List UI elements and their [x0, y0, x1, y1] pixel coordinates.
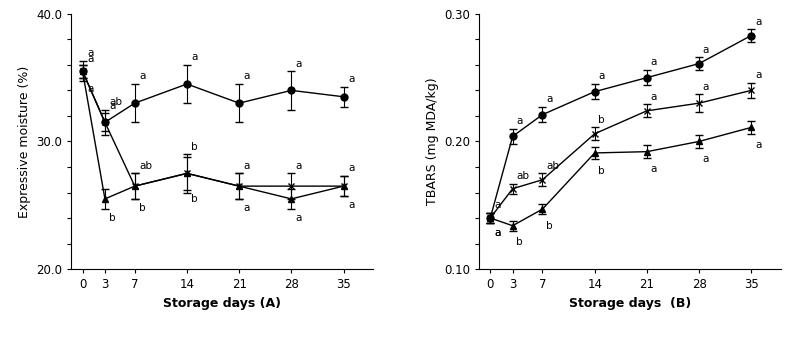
Text: a: a: [296, 59, 302, 69]
Y-axis label: TBARS (mg MDA/kg): TBARS (mg MDA/kg): [426, 78, 439, 205]
Text: a: a: [348, 74, 354, 84]
Text: a: a: [703, 154, 709, 164]
Text: a: a: [140, 71, 146, 81]
Text: a: a: [703, 82, 709, 92]
Text: a: a: [348, 164, 354, 173]
Text: a: a: [546, 95, 553, 105]
Text: a: a: [296, 213, 302, 223]
Text: a: a: [703, 45, 709, 55]
Text: a: a: [650, 165, 657, 175]
Text: b: b: [516, 237, 523, 247]
Text: a: a: [494, 228, 500, 238]
Text: a: a: [755, 70, 761, 80]
Text: a: a: [243, 203, 250, 213]
Text: b: b: [140, 203, 146, 213]
Text: b: b: [191, 194, 198, 204]
Text: a: a: [516, 116, 523, 126]
Text: a: a: [87, 84, 94, 94]
Text: a: a: [650, 57, 657, 67]
Text: a: a: [755, 140, 761, 150]
Text: ab: ab: [516, 171, 530, 181]
Text: a: a: [243, 161, 250, 171]
Text: a: a: [191, 52, 197, 62]
Text: a: a: [494, 228, 500, 238]
Text: a: a: [494, 200, 500, 210]
Text: ab: ab: [546, 161, 559, 171]
Text: b: b: [546, 220, 553, 230]
Text: a: a: [599, 71, 605, 81]
Text: b: b: [599, 166, 605, 176]
Text: b: b: [109, 213, 116, 223]
X-axis label: Storage days  (B): Storage days (B): [569, 297, 691, 310]
Text: a: a: [243, 71, 250, 81]
Text: a: a: [87, 53, 94, 63]
Text: ab: ab: [109, 97, 122, 107]
Text: a: a: [296, 161, 302, 171]
Text: a: a: [650, 92, 657, 102]
Text: a: a: [109, 101, 116, 111]
Text: ab: ab: [140, 161, 152, 171]
Text: b: b: [599, 115, 605, 125]
Text: a: a: [755, 17, 761, 27]
Text: b: b: [191, 142, 198, 152]
X-axis label: Storage days (A): Storage days (A): [163, 297, 282, 310]
Text: a: a: [87, 49, 94, 59]
Y-axis label: Expressive moisture (%): Expressive moisture (%): [17, 65, 31, 218]
Text: a: a: [348, 200, 354, 210]
